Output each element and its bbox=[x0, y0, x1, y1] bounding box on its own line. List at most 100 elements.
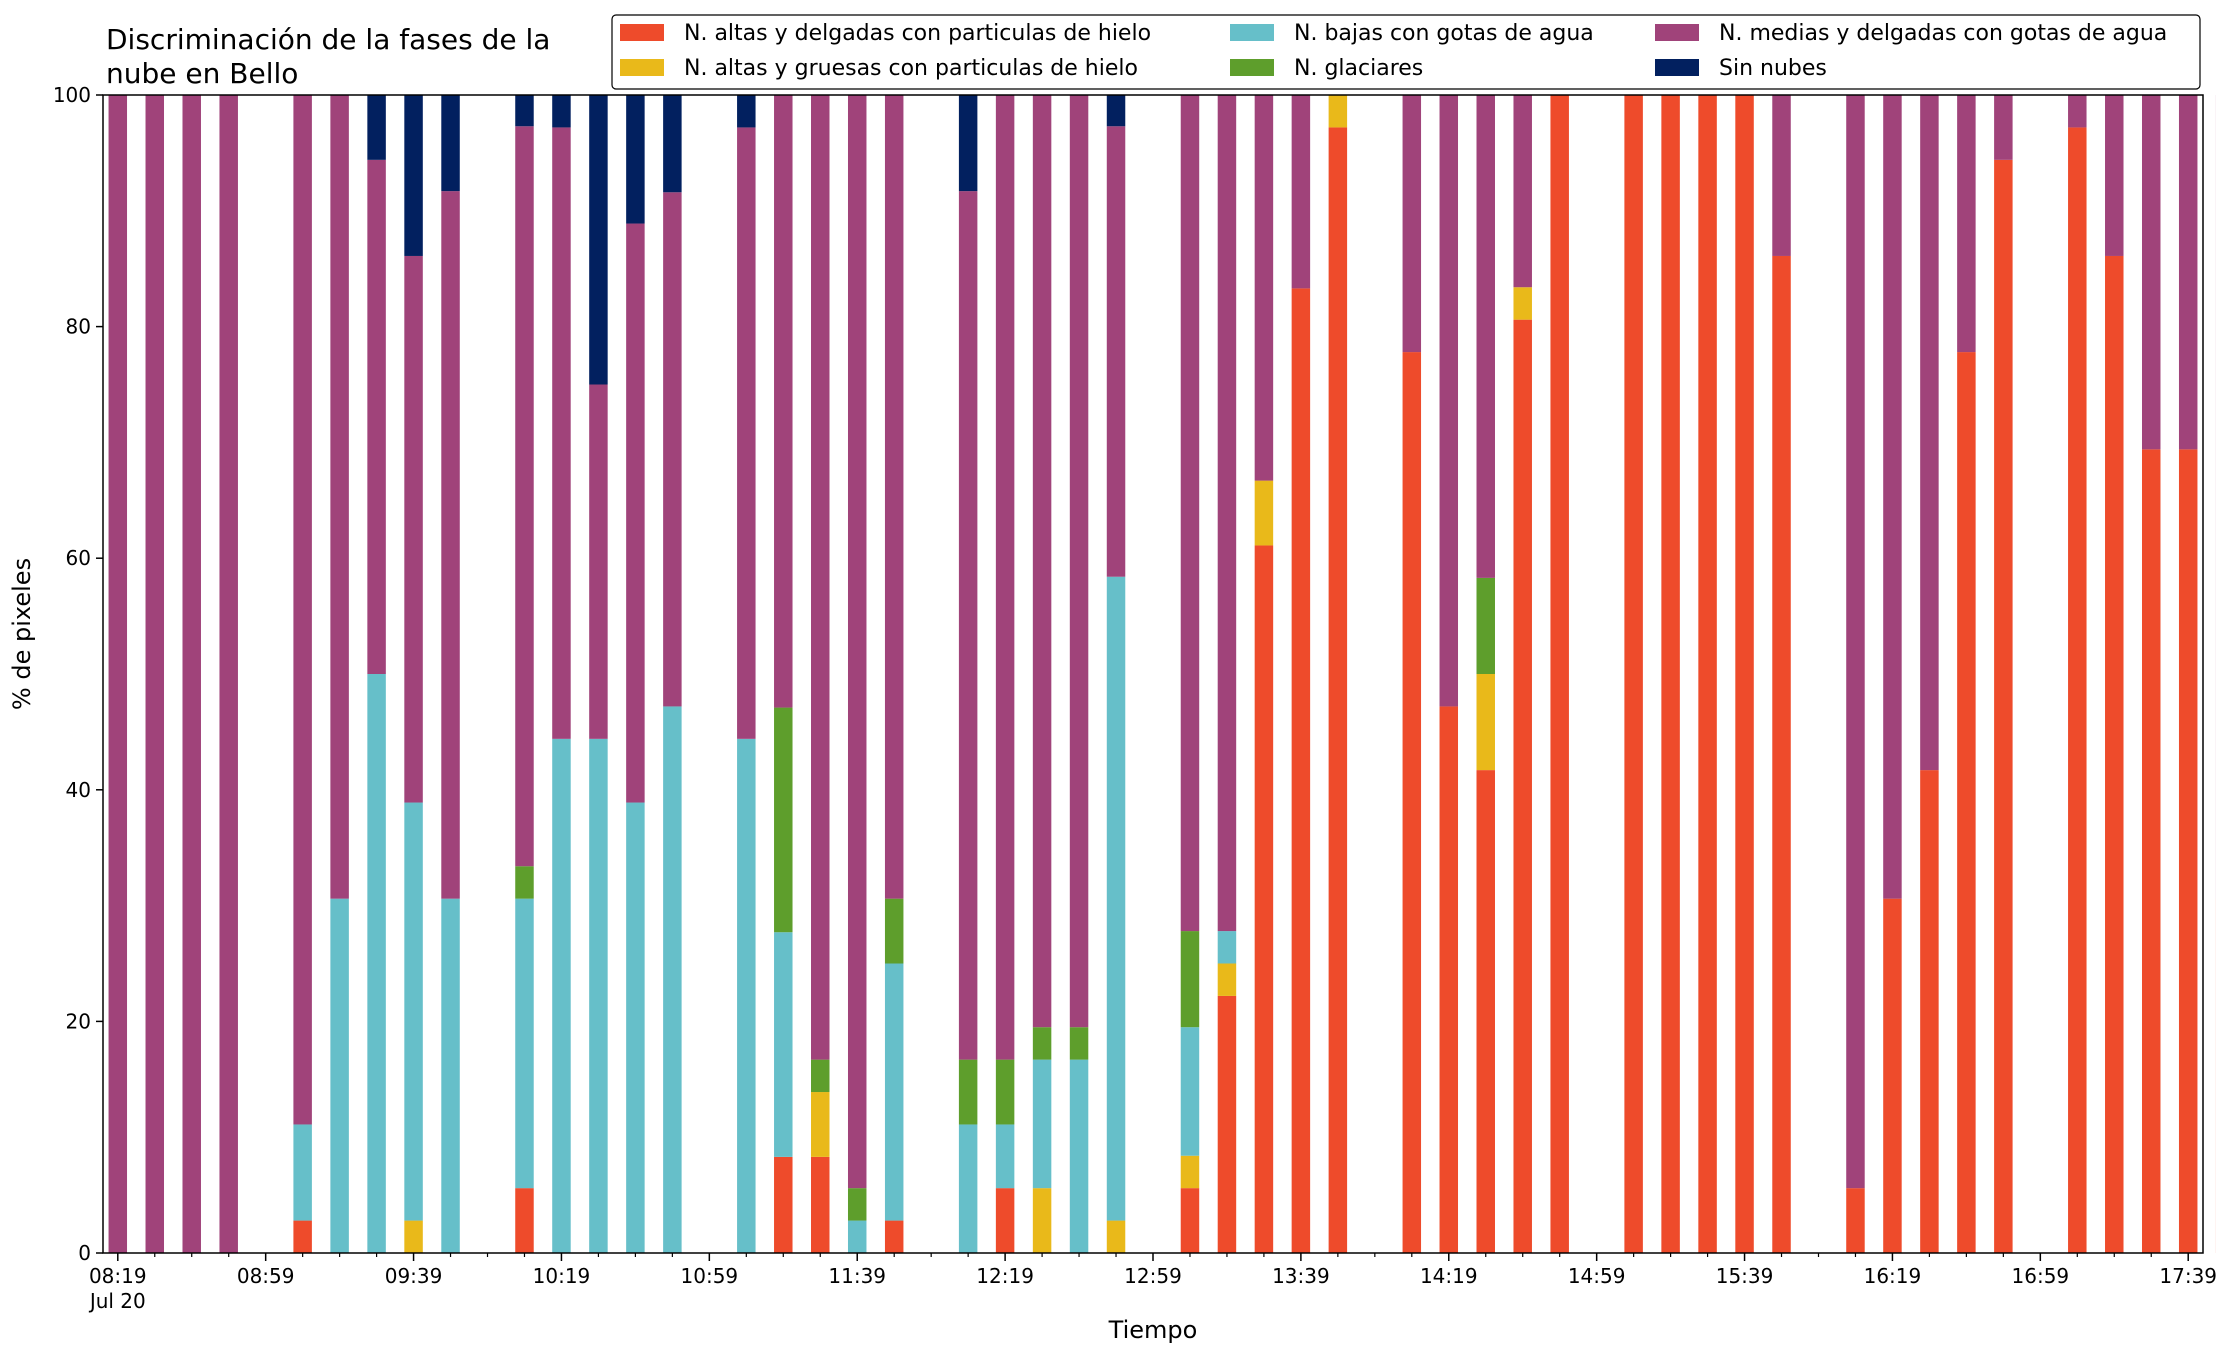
legend-swatch bbox=[1230, 59, 1274, 76]
bar-segment bbox=[1217, 995, 1237, 1253]
x-tick-label: 12:19 bbox=[976, 1264, 1034, 1288]
bar-segment bbox=[847, 1220, 867, 1253]
bar-segment bbox=[884, 898, 904, 964]
bar-segment bbox=[515, 126, 534, 867]
bar-segment bbox=[1513, 319, 1532, 1254]
bar-segment bbox=[1624, 95, 1643, 1253]
bar-segment bbox=[663, 706, 682, 1253]
legend-label: N. medias y delgadas con gotas de agua bbox=[1719, 21, 2167, 46]
legend-label: N. glaciares bbox=[1294, 56, 1423, 81]
bar-segment bbox=[2178, 449, 2198, 1253]
x-tick-label: 14:59 bbox=[1568, 1264, 1626, 1288]
bar-segment bbox=[2178, 95, 2198, 450]
bar-segment bbox=[1439, 95, 1459, 707]
legend-swatch bbox=[1230, 24, 1274, 41]
bar-segment bbox=[108, 95, 128, 1253]
chart-title-line: Discriminación de la fases de la bbox=[106, 23, 550, 56]
bar-segment bbox=[1291, 288, 1311, 1253]
bar-segment bbox=[1180, 1155, 1200, 1189]
bar-segment bbox=[1217, 931, 1237, 964]
bar-segment bbox=[1402, 352, 1422, 1253]
bar-segment bbox=[1661, 95, 1680, 1253]
bar-segment bbox=[626, 95, 645, 224]
bar-segment bbox=[1476, 770, 1495, 1253]
x-tick-label: 13:39 bbox=[1272, 1264, 1330, 1288]
bar-segment bbox=[1476, 577, 1495, 674]
bar-segment bbox=[1513, 287, 1532, 320]
bar-segment bbox=[293, 1124, 312, 1221]
y-axis: 0 20 40 60 80 100 bbox=[53, 83, 103, 1265]
x-tick-label: 12:59 bbox=[1124, 1264, 1182, 1288]
legend-box bbox=[611, 14, 2201, 90]
bar-segment bbox=[884, 963, 904, 1221]
bar-segment bbox=[2068, 127, 2087, 1254]
bar-segment bbox=[1328, 95, 1348, 128]
bar-segment bbox=[552, 95, 571, 128]
bar-segment bbox=[2141, 95, 2161, 450]
y-tick-label: 100 bbox=[53, 83, 91, 107]
bar-segment bbox=[1957, 352, 1976, 1253]
bar-segment bbox=[1217, 95, 1237, 932]
bar-segment bbox=[1994, 95, 2013, 160]
bar-segment bbox=[404, 802, 423, 1221]
bar-segment bbox=[1032, 1059, 1052, 1189]
bar-segment bbox=[330, 95, 349, 899]
bar-segment bbox=[404, 1220, 423, 1253]
bar-segment bbox=[958, 191, 978, 1060]
bar-segment bbox=[1957, 95, 1976, 353]
legend-swatch bbox=[1655, 24, 1699, 41]
bar-segment bbox=[1476, 674, 1495, 771]
bar-segment bbox=[663, 192, 682, 707]
bar-segment bbox=[1180, 931, 1200, 1028]
bar-segment bbox=[1772, 95, 1791, 256]
bar-segment bbox=[1217, 963, 1237, 996]
bar-segment bbox=[2068, 95, 2087, 128]
y-tick-label: 20 bbox=[66, 1009, 91, 1033]
bar-segment bbox=[995, 95, 1015, 1060]
legend-swatch bbox=[1655, 59, 1699, 76]
bar-segment bbox=[995, 1059, 1015, 1125]
bar-segment bbox=[1883, 898, 1902, 1253]
bar-segment bbox=[663, 95, 682, 193]
bar-segment bbox=[2105, 255, 2124, 1253]
bar-segment bbox=[1180, 95, 1200, 932]
bar-segment bbox=[1069, 1027, 1089, 1060]
bar-segment bbox=[1069, 1059, 1089, 1253]
bar-segment bbox=[589, 384, 608, 739]
bar-segment bbox=[958, 1124, 978, 1253]
bar-segment bbox=[737, 738, 756, 1253]
bars-layer bbox=[108, 95, 2216, 1254]
bar-segment bbox=[626, 802, 645, 1253]
bar-segment bbox=[737, 127, 756, 739]
bar-segment bbox=[847, 1188, 867, 1221]
y-axis-label: % de pixeles bbox=[8, 558, 36, 710]
bar-segment bbox=[1920, 95, 1939, 771]
bar-segment bbox=[1032, 95, 1052, 1028]
bar-segment bbox=[2141, 449, 2161, 1253]
bar-segment bbox=[1106, 95, 1126, 127]
legend-swatch bbox=[620, 24, 664, 41]
bar-segment bbox=[182, 95, 201, 1253]
bar-segment bbox=[958, 1059, 978, 1125]
bar-segment bbox=[404, 95, 423, 256]
bar-segment bbox=[995, 1188, 1015, 1253]
bar-segment bbox=[1476, 95, 1495, 578]
bar-segment bbox=[811, 1156, 830, 1253]
x-tick-label: 10:59 bbox=[681, 1264, 739, 1288]
bar-segment bbox=[1180, 1027, 1200, 1156]
y-tick-label: 40 bbox=[66, 778, 91, 802]
x-axis-label: Tiempo bbox=[1108, 1316, 1198, 1344]
bar-segment bbox=[1735, 95, 1754, 1253]
bar-segment bbox=[441, 898, 460, 1253]
bar-segment bbox=[515, 898, 534, 1189]
x-tick-label: 16:59 bbox=[2012, 1264, 2070, 1288]
bar-segment bbox=[441, 191, 460, 899]
legend-label: N. altas y delgadas con particulas de hi… bbox=[684, 21, 1151, 46]
bar-segment bbox=[1106, 576, 1126, 1221]
x-tick-label: 09:39 bbox=[385, 1264, 443, 1288]
bar-segment bbox=[367, 674, 386, 1253]
bar-segment bbox=[1032, 1188, 1052, 1253]
x-tick-label: 08:19 bbox=[89, 1264, 147, 1288]
